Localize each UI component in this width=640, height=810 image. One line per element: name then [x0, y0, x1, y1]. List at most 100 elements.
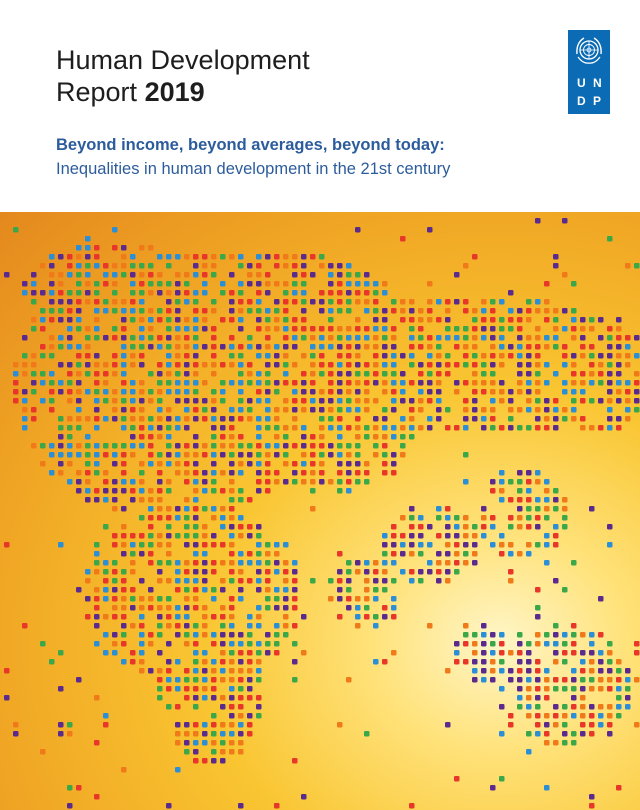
map-dot: [112, 281, 118, 287]
map-dot: [274, 569, 280, 575]
map-dot: [94, 569, 100, 575]
map-dot: [463, 560, 469, 566]
map-dot: [553, 740, 559, 746]
map-dot: [67, 452, 73, 458]
map-dot: [121, 641, 127, 647]
map-dot: [238, 371, 244, 377]
map-dot: [247, 407, 253, 413]
map-dot: [454, 362, 460, 368]
map-dot: [391, 425, 397, 431]
map-dot: [436, 416, 442, 422]
map-dot: [346, 605, 352, 611]
map-dot: [409, 344, 415, 350]
map-dot: [184, 623, 190, 629]
map-dot: [202, 344, 208, 350]
map-dot: [193, 704, 199, 710]
map-dot: [112, 335, 118, 341]
map-dot: [247, 344, 253, 350]
map-dot: [238, 407, 244, 413]
map-dot: [139, 362, 145, 368]
map-dot: [175, 317, 181, 323]
map-dot: [76, 677, 82, 683]
map-dot: [292, 605, 298, 611]
map-dot: [193, 416, 199, 422]
map-dot: [274, 632, 280, 638]
map-dot: [130, 272, 136, 278]
map-dot: [76, 425, 82, 431]
map-dot: [634, 677, 640, 683]
map-dot: [94, 461, 100, 467]
map-dot: [265, 470, 271, 476]
map-dot: [427, 560, 433, 566]
map-dot: [22, 416, 28, 422]
map-dot: [166, 425, 172, 431]
map-dot: [67, 425, 73, 431]
map-dot: [193, 695, 199, 701]
map-dot: [130, 389, 136, 395]
map-dot: [58, 722, 64, 728]
map-dot: [553, 308, 559, 314]
map-dot: [184, 722, 190, 728]
map-dot: [4, 542, 10, 548]
map-dot: [562, 326, 568, 332]
map-dot: [400, 533, 406, 539]
map-dot: [67, 290, 73, 296]
map-dot: [211, 452, 217, 458]
map-dot: [337, 407, 343, 413]
map-dot: [418, 317, 424, 323]
map-dot: [175, 461, 181, 467]
map-dot: [184, 668, 190, 674]
map-dot: [112, 398, 118, 404]
map-dot: [481, 533, 487, 539]
map-dot: [616, 704, 622, 710]
map-dot: [625, 704, 631, 710]
map-dot: [517, 326, 523, 332]
map-dot: [553, 641, 559, 647]
map-dot: [166, 659, 172, 665]
map-dot: [337, 263, 343, 269]
map-dot: [166, 596, 172, 602]
map-dot: [337, 578, 343, 584]
map-dot: [184, 281, 190, 287]
map-dot: [166, 479, 172, 485]
map-dot: [526, 497, 532, 503]
map-dot: [499, 488, 505, 494]
map-dot: [274, 425, 280, 431]
map-dot: [157, 371, 163, 377]
map-dot: [166, 578, 172, 584]
map-dot: [328, 326, 334, 332]
map-dot: [490, 641, 496, 647]
map-dot: [472, 659, 478, 665]
map-dot: [463, 380, 469, 386]
map-dot: [238, 803, 244, 809]
map-dot: [607, 668, 613, 674]
map-dot: [301, 353, 307, 359]
map-dot: [625, 686, 631, 692]
map-dot: [148, 416, 154, 422]
map-dot: [292, 578, 298, 584]
map-dot: [409, 551, 415, 557]
map-dot: [211, 569, 217, 575]
map-dot: [103, 380, 109, 386]
map-dot: [553, 398, 559, 404]
map-dot: [247, 668, 253, 674]
map-dot: [499, 335, 505, 341]
map-dot: [184, 272, 190, 278]
map-dot: [139, 281, 145, 287]
map-dot: [562, 641, 568, 647]
map-dot: [490, 380, 496, 386]
map-dot: [391, 389, 397, 395]
map-dot: [220, 758, 226, 764]
map-dot: [274, 605, 280, 611]
map-dot: [427, 344, 433, 350]
map-dot: [184, 479, 190, 485]
map-dot: [526, 659, 532, 665]
map-dot: [229, 695, 235, 701]
map-dot: [211, 596, 217, 602]
map-dot: [193, 290, 199, 296]
map-dot: [121, 254, 127, 260]
map-dot: [580, 722, 586, 728]
map-dot: [526, 389, 532, 395]
map-dot: [139, 488, 145, 494]
map-dot: [400, 542, 406, 548]
